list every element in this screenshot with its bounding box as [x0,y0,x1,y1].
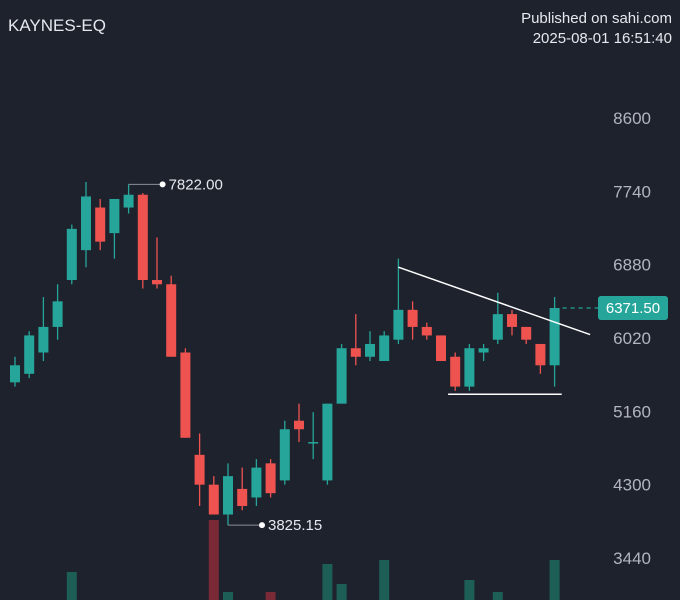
volume-bar [223,592,233,600]
candle-body [294,420,304,430]
candle-body [180,352,191,438]
callout-dot [159,181,166,188]
volume-bar [322,564,333,600]
candle-body [52,301,63,327]
candle-body [350,348,361,357]
y-tick-label: 6020 [613,329,651,348]
candle-body [436,335,446,362]
callout-label: 3825.15 [268,517,322,534]
candle-body [208,484,219,515]
last-price-marker: 6371.50 [562,296,668,321]
candle-body [365,343,375,357]
publish-timestamp: 2025-08-01 16:51:40 [532,30,672,47]
y-tick-label: 8600 [613,109,651,128]
y-tick-label: 6880 [613,256,651,275]
candle-body [24,335,35,374]
volume-bar [464,580,475,600]
candle-body [308,442,319,444]
candle-body [166,284,177,357]
candle-body [237,488,248,506]
symbol-title: KAYNES-EQ [8,16,106,35]
candle-body [152,280,162,285]
publish-info: Published on sahi.com 2025-08-01 16:51:4… [521,9,672,49]
candle-body [265,463,276,494]
candle-body [450,356,461,387]
volume-bar [549,560,560,600]
candle-body [492,314,503,340]
candle-body [379,335,390,362]
candle-body [10,365,20,383]
price-callouts: 7822.00 3825.15 [128,176,322,534]
published-text: Published on sahi.com [521,10,672,27]
volume-bar [265,592,276,600]
candle-body [279,429,290,481]
last-price-badge [598,296,668,321]
callout-label: 7822.00 [169,176,223,193]
candle-body [81,196,91,251]
candle-body [478,348,489,353]
candle-body [322,403,333,481]
candle-body [95,207,106,242]
volume-bar [379,560,390,600]
volume-bar [208,520,219,600]
volume-bar [66,572,77,600]
candle-body [194,454,205,485]
trendline [398,266,591,336]
candle-body [407,309,418,327]
candle-body [66,228,77,281]
y-tick-label: 4300 [613,476,651,495]
candle-body [251,467,262,498]
candle-body [123,194,134,208]
candle-body [535,343,546,366]
candle-body [137,194,148,281]
volume-bar [336,584,347,600]
y-tick-label: 7740 [613,182,651,201]
candle-body [421,326,432,336]
candle-body [393,309,404,340]
candle-body [521,326,532,340]
candles [10,181,560,526]
candle-body [336,348,347,404]
candle-body [38,326,49,353]
candle-body [507,314,517,327]
volume-bar [492,592,503,600]
candle-body [109,199,120,234]
y-tick-label: 5160 [613,402,651,421]
candle-body [549,308,560,366]
volume-bars [66,520,560,600]
price-axis: 8600 7740 6880 6020 5160 4300 3440 [613,109,651,568]
candle-body [464,348,475,387]
callout-dot [259,522,265,529]
trendlines [398,266,591,396]
candle-body [223,476,233,515]
last-price-label: 6371.50 [606,300,660,317]
y-tick-label: 3440 [613,549,651,568]
